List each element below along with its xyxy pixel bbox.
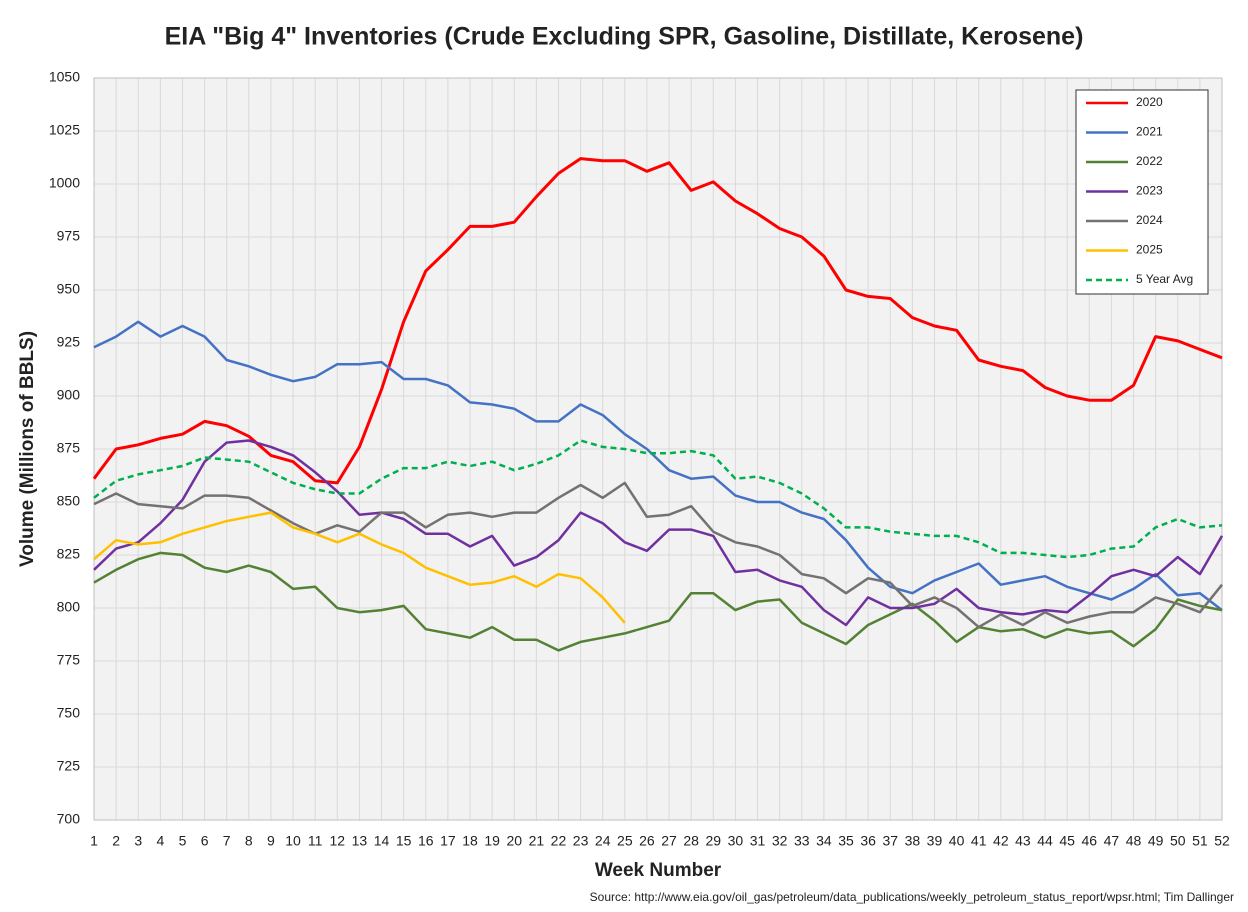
x-tick-label: 41	[971, 833, 987, 849]
legend-label: 2022	[1136, 154, 1163, 168]
x-tick-label: 47	[1104, 833, 1120, 849]
y-tick-label: 825	[57, 546, 81, 562]
x-tick-label: 44	[1037, 833, 1053, 849]
x-tick-label: 24	[595, 833, 611, 849]
legend-label: 2023	[1136, 184, 1163, 198]
x-tick-label: 38	[905, 833, 921, 849]
x-tick-label: 20	[506, 833, 522, 849]
y-tick-label: 1025	[49, 122, 80, 138]
legend: 2020 2021 2022 2023 2024 2025 5 Year Avg	[1075, 89, 1209, 295]
x-tick-label: 33	[794, 833, 810, 849]
x-tick-label: 27	[661, 833, 677, 849]
series-line	[93, 551, 1223, 652]
x-tick-label: 1	[90, 833, 98, 849]
x-tick-label: 11	[308, 833, 323, 849]
series-line	[93, 439, 1224, 627]
lines	[92, 157, 1224, 652]
x-tick-label: 10	[285, 833, 301, 849]
x-tick-label: 16	[418, 833, 434, 849]
y-axis-label: Volume (Millions of BBLS)	[17, 331, 38, 567]
series-line	[92, 157, 1223, 485]
x-tick-label: 28	[683, 833, 699, 849]
x-tick-label: 50	[1170, 833, 1186, 849]
x-tick-label: 31	[750, 833, 766, 849]
x-tick-label: 8	[245, 833, 253, 849]
y-tick-label: 800	[57, 599, 81, 615]
x-tick-label: 6	[201, 833, 209, 849]
x-tick-label: 4	[156, 833, 164, 849]
y-tick-label: 850	[57, 493, 81, 509]
x-tick-label: 37	[882, 833, 898, 849]
x-tick-label: 48	[1126, 833, 1142, 849]
x-tick-label: 30	[728, 833, 744, 849]
y-tick-label: 1000	[49, 175, 80, 191]
x-tick-label: 52	[1214, 833, 1230, 849]
x-tick-label: 25	[617, 833, 633, 849]
x-tick-label: 3	[134, 833, 142, 849]
x-tick-label: 29	[706, 833, 722, 849]
y-tick-label: 975	[57, 228, 81, 244]
grid: 7007257507758008258508759009259509751000…	[49, 69, 1230, 849]
y-tick-label: 750	[57, 705, 81, 721]
x-tick-label: 26	[639, 833, 655, 849]
x-tick-label: 40	[949, 833, 965, 849]
x-tick-label: 21	[529, 833, 545, 849]
series-line	[93, 481, 1223, 629]
legend-label: 2024	[1136, 213, 1163, 227]
x-tick-label: 22	[551, 833, 567, 849]
x-tick-label: 39	[927, 833, 943, 849]
x-tick-label: 36	[860, 833, 876, 849]
x-tick-label: 35	[838, 833, 854, 849]
x-tick-label: 45	[1059, 833, 1075, 849]
x-tick-label: 19	[484, 833, 500, 849]
x-tick-label: 17	[440, 833, 456, 849]
x-tick-label: 2	[112, 833, 120, 849]
x-tick-label: 32	[772, 833, 788, 849]
x-tick-label: 14	[374, 833, 390, 849]
series-line	[93, 439, 1223, 559]
x-tick-label: 5	[179, 833, 187, 849]
x-tick-label: 34	[816, 833, 832, 849]
y-tick-label: 925	[57, 334, 81, 350]
legend-label: 2021	[1136, 125, 1163, 139]
y-tick-label: 900	[57, 387, 81, 403]
y-tick-label: 725	[57, 758, 81, 774]
legend-label: 5 Year Avg	[1136, 272, 1193, 286]
x-tick-label: 13	[352, 833, 368, 849]
series-line	[93, 320, 1223, 612]
x-tick-label: 7	[223, 833, 231, 849]
y-tick-label: 950	[57, 281, 81, 297]
plot-border	[93, 77, 1223, 821]
y-tick-label: 775	[57, 652, 81, 668]
x-tick-label: 23	[573, 833, 589, 849]
legend-label: 2025	[1136, 243, 1163, 257]
x-tick-label: 18	[462, 833, 478, 849]
y-tick-label: 700	[57, 811, 81, 827]
x-tick-label: 51	[1192, 833, 1208, 849]
source-note: Source: http://www.eia.gov/oil_gas/petro…	[590, 890, 1234, 904]
x-axis-label: Week Number	[595, 860, 722, 881]
y-tick-label: 875	[57, 440, 81, 456]
series-line	[93, 511, 626, 624]
x-tick-label: 46	[1082, 833, 1098, 849]
y-tick-label: 1050	[49, 69, 80, 85]
legend-label: 2020	[1136, 95, 1163, 109]
x-tick-label: 43	[1015, 833, 1031, 849]
x-tick-label: 12	[330, 833, 346, 849]
x-tick-label: 15	[396, 833, 412, 849]
x-tick-label: 42	[993, 833, 1009, 849]
x-tick-label: 9	[267, 833, 275, 849]
x-tick-label: 49	[1148, 833, 1164, 849]
chart-title: EIA "Big 4" Inventories (Crude Excluding…	[165, 23, 1084, 51]
